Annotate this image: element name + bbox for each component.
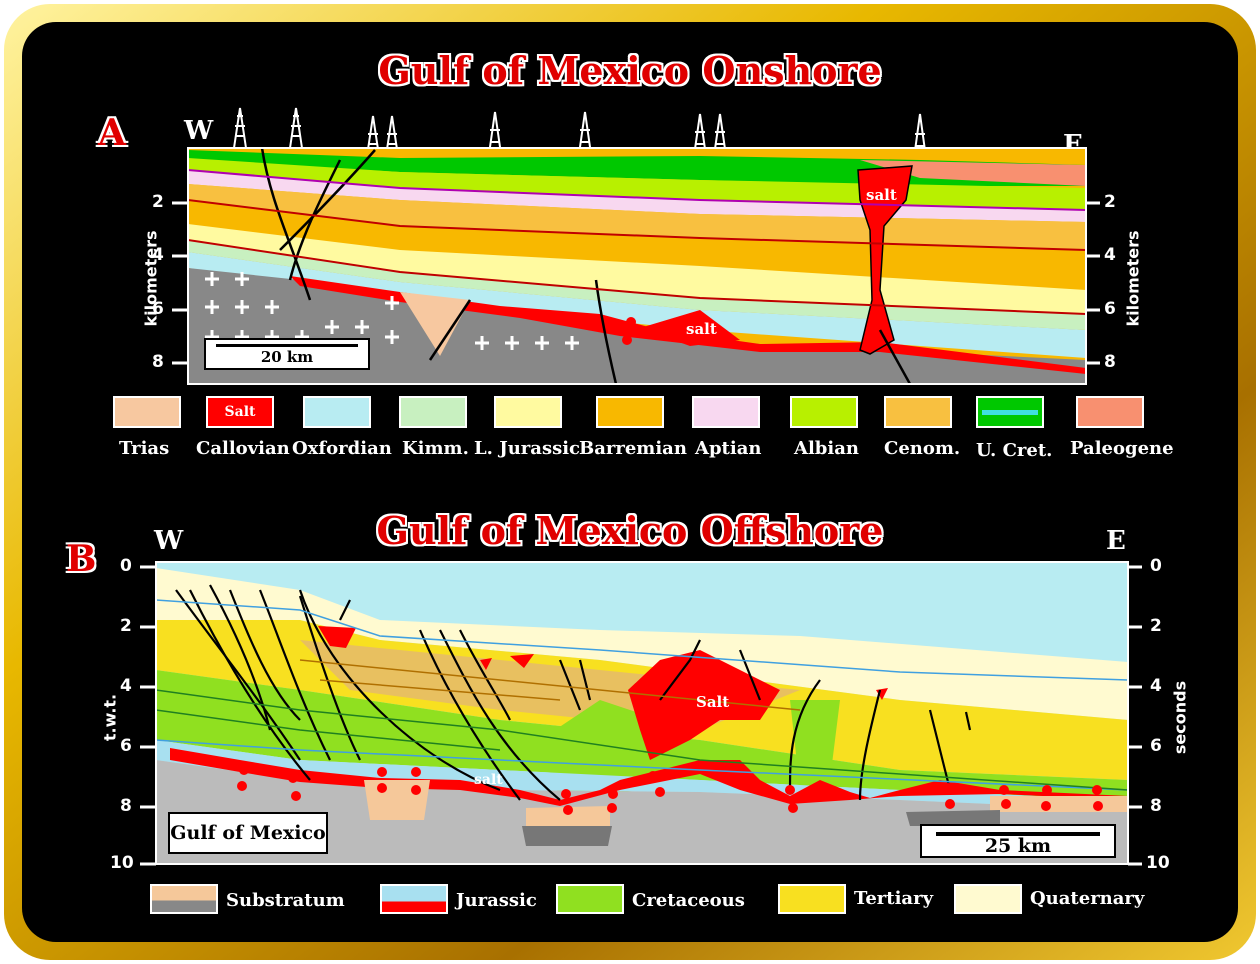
legend-b-label-tertiary: Tertiary: [854, 888, 934, 909]
tick-b-right-4: 4: [1150, 676, 1162, 696]
legend-b-label-quaternary: Quaternary: [1030, 888, 1145, 909]
legend-a-label-trias: Trias: [119, 438, 170, 459]
region-label: Gulf of Mexico: [170, 822, 326, 844]
axis-b-left-label: t.w.t.: [100, 693, 120, 742]
tick-b-left-4: 4: [120, 676, 132, 696]
legend-a-swatch-paleogene: [1076, 396, 1144, 428]
salt-label-pillow: salt: [686, 320, 717, 338]
salt-label-offshore-diapir: Salt: [696, 693, 730, 711]
tick-a-right-2: 2: [1104, 192, 1116, 212]
legend-a-swatch-cenom: [884, 396, 952, 428]
legend-a-label-ljurassic: L. Jurassic: [474, 438, 581, 459]
legend-a-label-barremian: Barremian: [579, 438, 687, 459]
derrick-icons: [233, 107, 927, 159]
legend-b-swatch-tertiary: [778, 884, 846, 914]
legend-b-swatch-quaternary: [954, 884, 1022, 914]
legend-a-label-paleogene: Paleogene: [1070, 438, 1174, 459]
legend-b-label-cretaceous: Cretaceous: [632, 890, 745, 911]
scale-bar-a-label: 20 km: [260, 348, 314, 366]
legend-a-label-aptian: Aptian: [695, 438, 762, 459]
axis-b-right-label: seconds: [1170, 680, 1190, 755]
legend-b-swatch-cretaceous: [556, 884, 624, 914]
salt-label-offshore-basal: salt: [474, 772, 503, 788]
panel-b-title: Gulf of Mexico Offshore: [376, 508, 884, 553]
tick-a-left-6: 6: [152, 299, 164, 319]
legend-b-swatch-jurassic: [380, 884, 448, 914]
panel-b-east: E: [1106, 526, 1126, 556]
tick-b-left-6: 6: [120, 736, 132, 756]
panel-a-letter: A: [98, 112, 126, 154]
legend-b-label-jurassic: Jurassic: [456, 890, 537, 911]
panel-b-west: W: [154, 526, 184, 556]
tick-b-right-6: 6: [1150, 736, 1162, 756]
panel-a-west: W: [184, 116, 214, 146]
tick-b-left-0: 0: [120, 556, 132, 576]
salt-label-diapir: salt: [866, 186, 897, 204]
scale-bar-a: 20 km: [204, 338, 370, 370]
legend-a-swatch-barremian: [596, 396, 664, 428]
legend-a-salt-text: Salt: [224, 404, 256, 420]
tick-b-right-0: 0: [1150, 556, 1162, 576]
tick-a-right-8: 8: [1104, 352, 1116, 372]
legend-a-label-cenom: Cenom.: [884, 438, 961, 459]
legend-a-label-oxfordian: Oxfordian: [292, 438, 392, 459]
legend-a-swatch-oxfordian: [303, 396, 371, 428]
panel-b-letter: B: [66, 538, 97, 580]
legend-a-swatch-callovian: Salt: [206, 396, 274, 428]
legend-a-swatch-trias: [113, 396, 181, 428]
panel-a-title: Gulf of Mexico Onshore: [378, 48, 882, 93]
tick-a-right-4: 4: [1104, 245, 1116, 265]
legend-a-swatch-ucret: [976, 396, 1044, 428]
tick-b-left-10: 10: [110, 853, 134, 873]
tick-a-left-4: 4: [152, 245, 164, 265]
legend-a-swatch-kimm: [399, 396, 467, 428]
tick-b-left-8: 8: [120, 796, 132, 816]
tick-a-left-8: 8: [152, 352, 164, 372]
tick-b-right-8: 8: [1150, 796, 1162, 816]
legend-a-label-ucret: U. Cret.: [976, 440, 1053, 461]
legend-b-swatch-substratum: [150, 884, 218, 914]
tick-b-right-10: 10: [1146, 853, 1170, 873]
legend-a-label-kimm: Kimm.: [402, 438, 469, 459]
legend-a-swatch-aptian: [692, 396, 760, 428]
legend-a-swatch-albian: [790, 396, 858, 428]
legend-a-swatch-ljurassic: [494, 396, 562, 428]
scale-bar-b: 25 km: [920, 824, 1116, 858]
tick-b-right-2: 2: [1150, 616, 1162, 636]
legend-b-label-substratum: Substratum: [226, 890, 345, 911]
region-label-box: Gulf of Mexico: [168, 812, 328, 854]
tick-b-left-2: 2: [120, 616, 132, 636]
tick-a-left-2: 2: [152, 192, 164, 212]
scale-bar-b-label: 25 km: [984, 835, 1052, 857]
legend-a-label-callovian: Callovian: [196, 438, 290, 459]
legend-a-label-albian: Albian: [794, 438, 859, 459]
tick-a-right-6: 6: [1104, 299, 1116, 319]
